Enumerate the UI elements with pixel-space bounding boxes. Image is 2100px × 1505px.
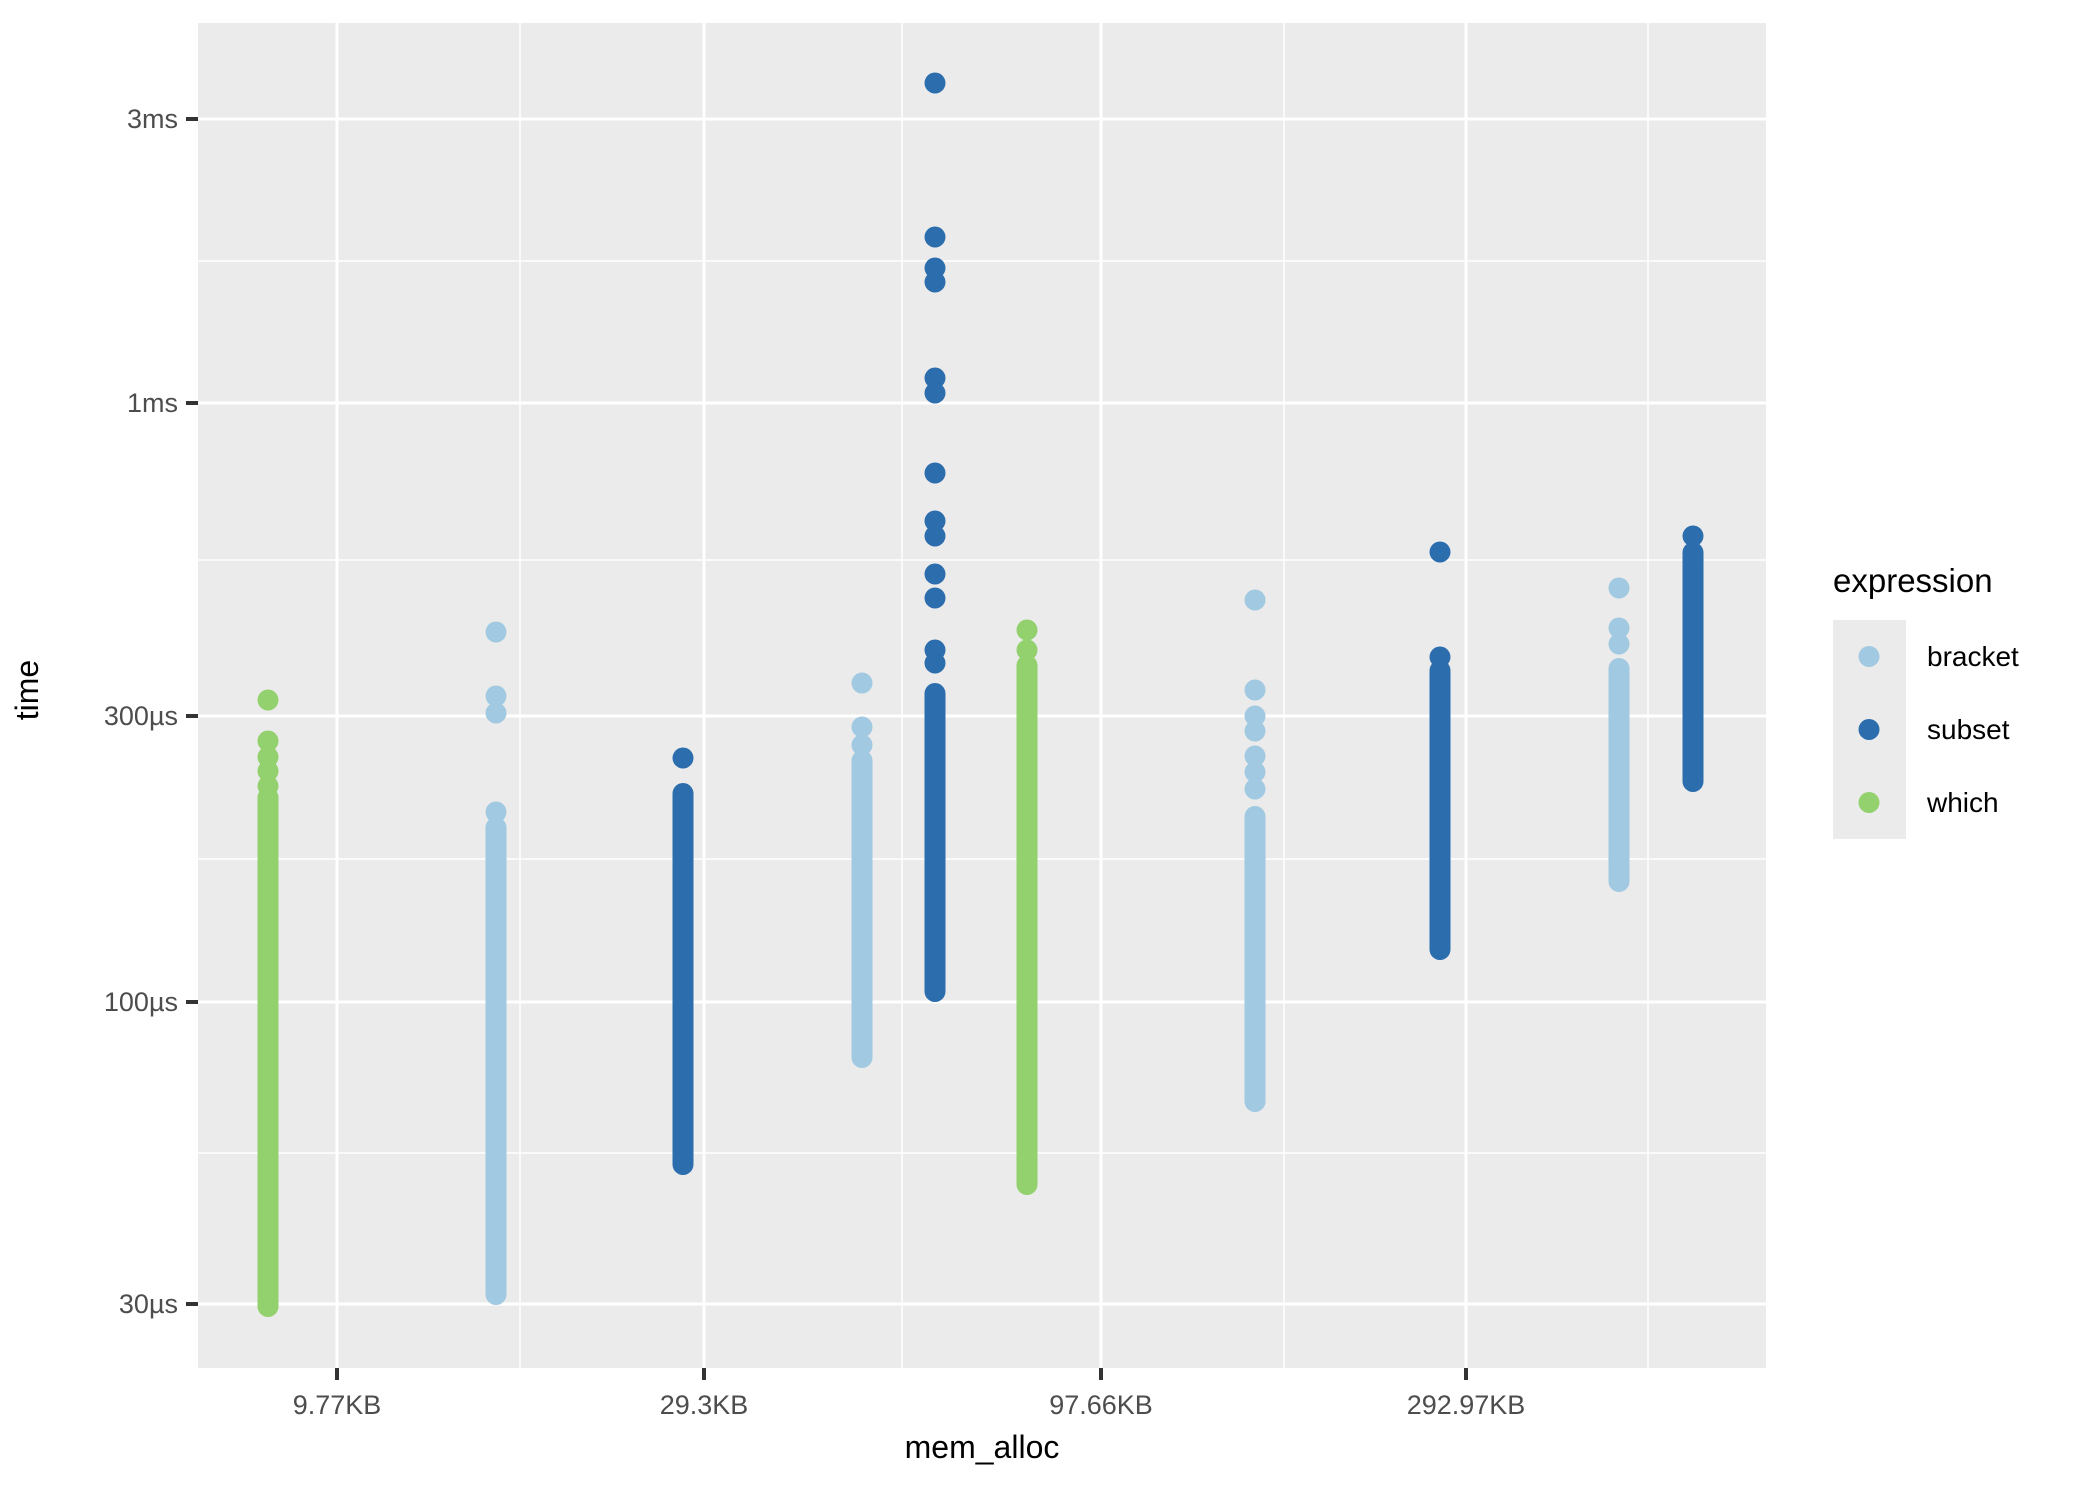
data-point — [257, 775, 279, 797]
data-point — [1016, 639, 1038, 661]
legend-item-label: bracket — [1927, 641, 2019, 672]
data-point — [1244, 589, 1266, 611]
data-point — [1429, 646, 1451, 668]
data-point — [851, 672, 873, 694]
major-gridlines — [198, 23, 1766, 1368]
data-point — [485, 685, 507, 707]
x-tick-label: 9.77KB — [293, 1390, 382, 1420]
y-tick-label: 300µs — [104, 701, 178, 731]
x-tick-label: 29.3KB — [660, 1390, 749, 1420]
legend-key-dot — [1858, 792, 1880, 813]
strip-subset — [1682, 525, 1704, 792]
axis-tick-marks — [186, 117, 1468, 1380]
data-point — [1244, 679, 1266, 701]
data-point — [1608, 633, 1630, 655]
y-tick-label: 30µs — [119, 1289, 178, 1319]
data-point — [924, 72, 946, 94]
data-point — [257, 730, 279, 752]
x-tick-label: 292.97KB — [1407, 1390, 1526, 1420]
legend: expression bracket subset which — [1833, 562, 2019, 839]
data-point — [1016, 619, 1038, 641]
data-point — [924, 382, 946, 404]
strip-bracket — [851, 672, 873, 1068]
strip-subset — [924, 72, 946, 1002]
panel-background — [198, 23, 1766, 1368]
strip-subset — [1429, 541, 1451, 960]
minor-gridlines — [198, 23, 1766, 1368]
data-point — [1244, 745, 1266, 767]
data-point — [1429, 541, 1451, 563]
legend-keys: bracket subset which — [1833, 620, 2019, 839]
data-point — [257, 760, 279, 782]
strip-bracket — [1608, 577, 1630, 892]
x-axis-title: mem_alloc — [905, 1429, 1060, 1465]
data-point — [672, 747, 694, 769]
data-point — [924, 587, 946, 609]
y-tick-label: 1ms — [127, 388, 178, 418]
data-point — [1244, 705, 1266, 727]
y-tick-label: 3ms — [127, 104, 178, 134]
data-point — [851, 716, 873, 738]
strip-bracket — [485, 621, 507, 1305]
x-tick-label: 97.66KB — [1049, 1390, 1153, 1420]
data-point — [485, 702, 507, 724]
legend-key-dot — [1858, 719, 1880, 740]
data-point — [924, 367, 946, 389]
data-point — [1244, 761, 1266, 783]
data-point — [924, 563, 946, 585]
data-point — [1244, 778, 1266, 800]
data-point — [1682, 525, 1704, 547]
data-point — [924, 652, 946, 674]
axis-tick-labels: 3ms 1ms 300µs 100µs 30µs 9.77KB 29.3KB 97.66KB 2… — [104, 104, 1525, 1420]
data-point — [1244, 720, 1266, 742]
data-point — [1608, 577, 1630, 599]
legend-item-label: which — [1926, 787, 1999, 818]
legend-item-bracket: bracket — [1833, 620, 2019, 693]
data-point — [924, 525, 946, 547]
legend-item-subset: subset — [1833, 693, 2010, 766]
data-point — [924, 462, 946, 484]
legend-title: expression — [1833, 562, 1993, 599]
legend-item-label: subset — [1927, 714, 2010, 745]
y-tick-label: 100µs — [104, 987, 178, 1017]
data-point — [851, 734, 873, 756]
strip-subset — [672, 747, 694, 1175]
data-points-layer — [257, 72, 1704, 1317]
data-point — [485, 621, 507, 643]
strip-which — [257, 689, 279, 1317]
legend-item-which: which — [1833, 766, 1999, 839]
legend-key-dot — [1858, 646, 1880, 667]
data-point — [924, 271, 946, 293]
data-point — [1608, 617, 1630, 639]
data-point — [257, 689, 279, 711]
data-point — [924, 226, 946, 248]
strip-bracket — [1244, 589, 1266, 1112]
y-axis-title: time — [9, 660, 45, 720]
data-point — [924, 510, 946, 532]
data-point — [485, 801, 507, 823]
strip-which — [1016, 619, 1038, 1195]
